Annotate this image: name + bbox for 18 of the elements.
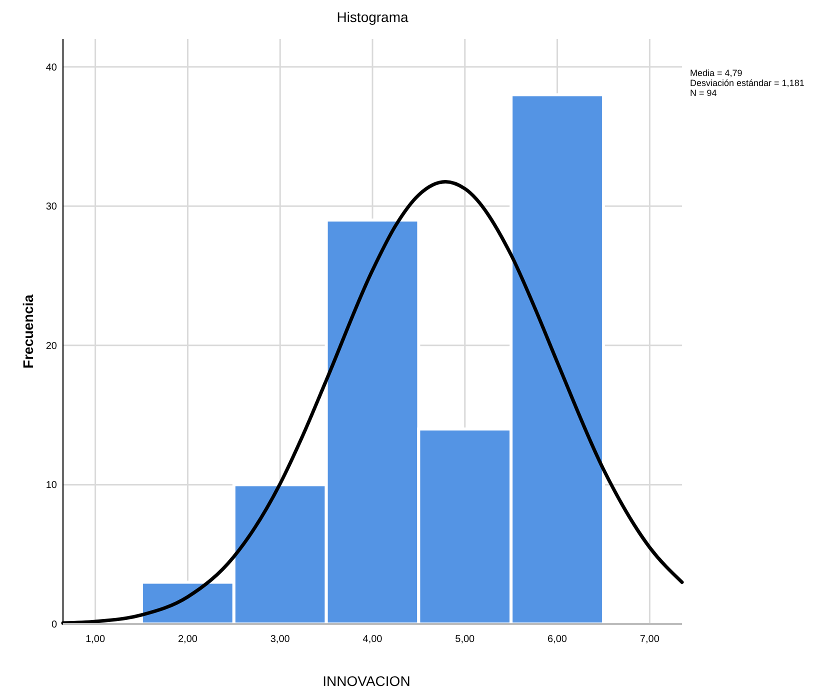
x-tick-label: 7,00 (640, 634, 660, 645)
y-tick-label: 30 (46, 202, 58, 213)
y-tick-label: 0 (51, 620, 58, 630)
y-tick-label: 20 (46, 340, 58, 352)
x-tick-label: 6,00 (548, 634, 568, 645)
x-tick-label: 3,00 (270, 634, 290, 645)
x-tick-label: 2,00 (178, 634, 198, 645)
y-tick-label: 40 (46, 62, 58, 74)
y-tick-label: 10 (46, 480, 58, 492)
x-tick-label: 4,00 (362, 634, 383, 645)
x-axis-title: INNOVACION (322, 673, 410, 689)
y-axis-title: Frecuencia (20, 294, 36, 368)
x-tick-label: 1,00 (86, 634, 106, 645)
chart-title: Histograma (336, 9, 408, 25)
text: Media = 4,79 (690, 68, 742, 78)
text: Desviación estándar = 1,181 (690, 78, 804, 88)
text: N = 94 (690, 88, 717, 98)
x-tick-label: 5,00 (455, 634, 476, 645)
